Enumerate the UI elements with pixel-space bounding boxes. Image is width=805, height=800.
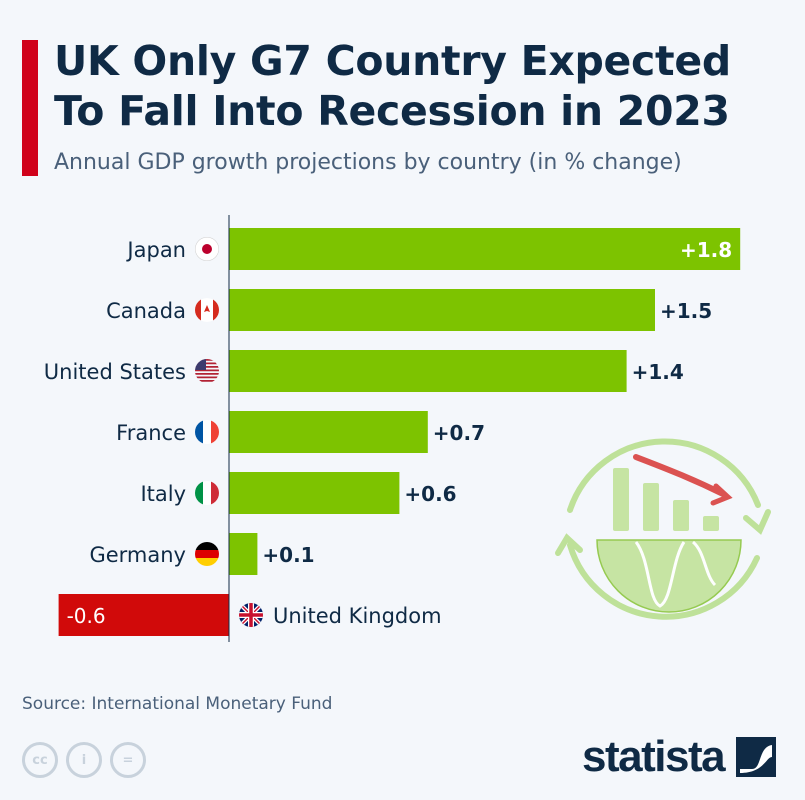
flag-canada-icon xyxy=(195,298,219,322)
value-label: +1.4 xyxy=(632,360,684,384)
bar-canada xyxy=(229,289,655,331)
category-label: Italy xyxy=(140,482,186,506)
category-label: United Kingdom xyxy=(273,604,442,628)
category-label: France xyxy=(116,421,186,445)
attribution-icon[interactable]: i xyxy=(66,742,102,778)
flag-italy-icon xyxy=(195,481,219,505)
flag-germany-icon xyxy=(195,542,219,566)
logo-text: statista xyxy=(582,732,726,781)
title-accent-bar xyxy=(22,40,38,176)
bar-united-kingdom xyxy=(58,594,229,636)
bar-united-states xyxy=(229,350,627,392)
category-label: Germany xyxy=(89,543,186,567)
flag-united-states-icon xyxy=(195,359,219,382)
title-line-1: UK Only G7 Country Expected xyxy=(54,37,731,85)
category-label: Japan xyxy=(125,238,186,262)
bar-japan xyxy=(229,228,741,270)
bar-france xyxy=(229,411,428,453)
statista-logo-mark-icon xyxy=(736,737,777,777)
value-label: +0.7 xyxy=(433,421,485,445)
value-label: -0.6 xyxy=(67,604,106,628)
value-label: +1.8 xyxy=(680,238,732,262)
value-label: +1.5 xyxy=(660,299,712,323)
bar-chart: Japan +1.8 Canada +1.5 United States +1.4 Fran… xyxy=(44,215,771,642)
no-derivatives-icon[interactable]: = xyxy=(110,742,146,778)
value-label: +0.1 xyxy=(262,543,314,567)
chart-title: UK Only G7 Country Expected To Fall Into… xyxy=(54,36,731,136)
bar-italy xyxy=(229,472,400,514)
chart-subtitle: Annual GDP growth projections by country… xyxy=(54,150,682,175)
category-label: Canada xyxy=(106,299,186,323)
flag-japan-icon xyxy=(195,237,219,261)
flag-united-kingdom-icon xyxy=(239,603,263,627)
source-note: Source: International Monetary Fund xyxy=(22,694,333,714)
category-label: United States xyxy=(44,360,186,384)
illustration-recession-icon xyxy=(555,438,771,620)
bar-germany xyxy=(229,533,258,575)
title-line-2: To Fall Into Recession in 2023 xyxy=(54,87,730,135)
license-icons: cc i = xyxy=(22,742,146,778)
flag-france-icon xyxy=(195,420,219,444)
value-label: +0.6 xyxy=(404,482,456,506)
statista-logo[interactable]: statista xyxy=(582,732,777,782)
cc-icon[interactable]: cc xyxy=(22,742,58,778)
